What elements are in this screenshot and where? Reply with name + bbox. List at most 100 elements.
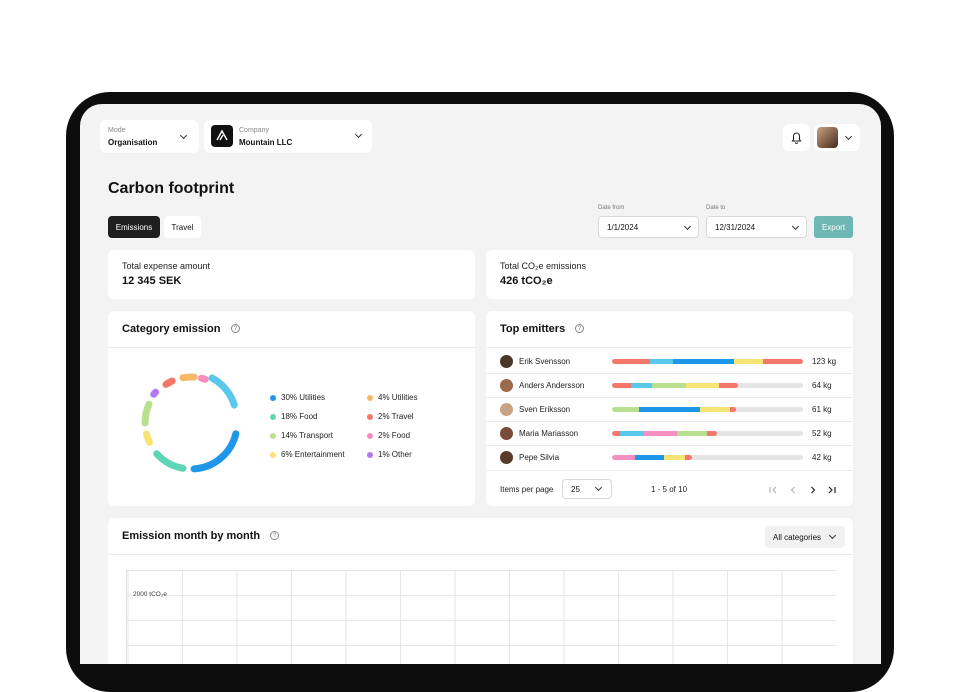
emitter-name: Sven Eriksson [519,405,571,414]
tab-emissions[interactable]: Emissions [108,216,160,238]
bar-segment [612,431,620,436]
emitter-name: Maria Mariasson [519,429,579,438]
legend-item: 4% Utilities [367,393,418,402]
notifications-button[interactable] [783,124,810,151]
emission-bar [612,455,803,460]
date-to-select[interactable]: 12/31/2024 [706,216,807,238]
items-per-page-value: 25 [571,485,580,494]
category-emission-title: Category emission [122,323,221,335]
mode-value: Organisation [108,138,158,147]
table-row[interactable]: Erik Svensson 123 kg [486,349,853,373]
bar-segment [676,431,708,436]
donut-chart [141,373,240,473]
next-page-icon[interactable] [808,485,818,495]
help-icon[interactable]: ? [575,324,584,333]
bar-segment [634,455,664,460]
tab-travel[interactable]: Travel [164,216,201,238]
emitter-kg: 42 kg [812,453,832,462]
chevron-down-icon [594,483,603,492]
items-per-page-label: Items per page [500,485,554,494]
donut-segment-utilities [190,430,240,473]
divider [486,421,853,422]
bell-icon [791,132,802,144]
first-page-icon[interactable] [768,485,778,495]
legend-item: 30% Utilities [270,393,325,402]
legend-dot [270,394,276,401]
chevron-down-icon [791,222,800,231]
emitter-kg: 61 kg [812,405,832,414]
category-filter-value: All categories [773,533,822,542]
avatar [500,403,513,416]
bar-segment [612,455,635,460]
donut-segment-transport [141,400,153,427]
bar-segment [699,407,731,412]
table-row[interactable]: Pepe Silvia 42 kg [486,445,853,469]
bar-segment [650,359,674,364]
legend-label: 1% Other [378,450,412,459]
legend-dot [367,451,373,458]
emission-bar [612,383,803,388]
profile-menu[interactable] [814,124,860,151]
kpi-expense-value: 12 345 SEK [122,275,182,287]
legend-label: 30% Utilities [281,393,326,402]
company-value: Mountain LLC [239,138,293,147]
user-avatar [817,127,838,148]
bar-segment [663,455,685,460]
help-icon[interactable]: ? [231,324,240,333]
divider [108,554,853,555]
bar-segment [684,455,693,460]
emitter-name: Pepe Silvia [519,453,560,462]
legend-dot [367,413,373,420]
category-filter-select[interactable]: All categories [765,526,845,548]
top-emitters-title: Top emitters [500,323,566,335]
legend-item: 18% Food [270,412,317,421]
last-page-icon[interactable] [827,485,837,495]
category-emission-card: Category emission ? 30% Utilities 4% Uti… [108,311,475,506]
kpi-emissions-label: Total CO₂e emissions [500,261,587,271]
legend-dot [270,451,276,458]
divider [486,347,853,348]
kpi-emissions-value: 426 tCO₂e [500,275,553,287]
bar-segment [686,383,719,388]
company-label: Company [239,127,269,134]
avatar [500,355,513,368]
table-row[interactable]: Anders Andersson 64 kg [486,373,853,397]
date-from-select[interactable]: 1/1/2024 [598,216,699,238]
date-to-label: Date to [706,205,726,211]
mode-select[interactable]: Mode Organisation [100,120,199,153]
legend-label: 4% Utilities [378,393,418,402]
emitter-name: Anders Andersson [519,381,585,390]
legend-item: 2% Food [367,431,410,440]
bar-segment [631,383,653,388]
kpi-expense-card: Total expense amount 12 345 SEK [108,250,475,299]
legend-dot [270,413,276,420]
avatar [500,451,513,464]
y-axis-tick-label: 2000 tCO₂e [132,591,168,598]
kpi-emissions-card: Total CO₂e emissions 426 tCO₂e [486,250,853,299]
help-icon[interactable]: ? [270,531,279,540]
date-to-value: 12/31/2024 [715,222,756,232]
legend-label: 6% Entertainment [281,450,345,459]
items-per-page-select[interactable]: 25 [562,479,612,499]
emission-bar [612,359,803,364]
emitter-kg: 123 kg [812,357,837,366]
company-select[interactable]: Company Mountain LLC [204,120,372,153]
bar-segment [762,359,803,364]
divider [486,397,853,398]
prev-page-icon[interactable] [788,485,798,495]
avatar [500,379,513,392]
bar-segment [644,431,677,436]
table-row[interactable]: Sven Eriksson 61 kg [486,397,853,421]
legend-item: 2% Travel [367,412,414,421]
emission-bar [612,407,803,412]
export-button[interactable]: Export [814,216,853,238]
date-from-value: 1/1/2024 [607,222,639,232]
table-row[interactable]: Maria Mariasson 52 kg [486,421,853,445]
monthly-emission-title: Emission month by month [122,530,261,542]
monthly-emission-card: Emission month by month ? All categories… [108,518,853,664]
bar-segment [612,359,651,364]
donut-segment-food-small [197,374,209,383]
emitter-kg: 64 kg [812,381,832,390]
bar-segment [707,431,718,436]
monthly-chart-grid: 2000 tCO₂e [126,570,836,664]
